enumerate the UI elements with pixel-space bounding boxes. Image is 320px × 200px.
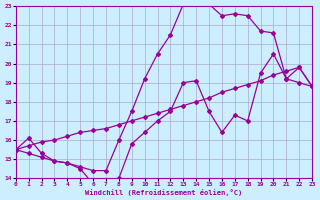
X-axis label: Windchill (Refroidissement éolien,°C): Windchill (Refroidissement éolien,°C) [85, 189, 243, 196]
